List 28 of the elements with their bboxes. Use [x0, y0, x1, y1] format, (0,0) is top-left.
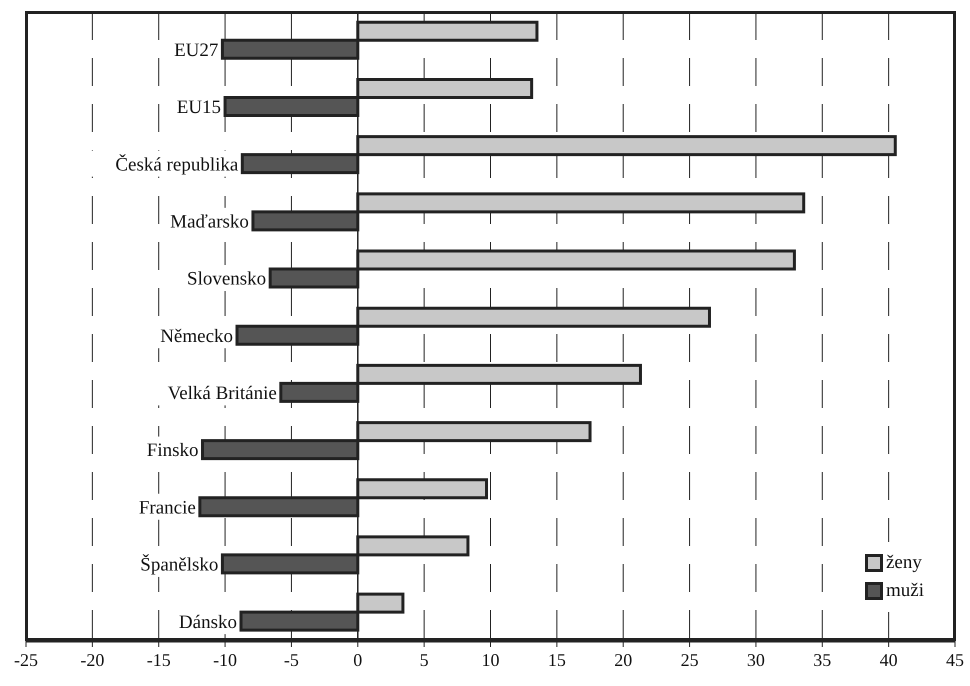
y-tick-label: Slovensko — [187, 268, 266, 290]
x-tick-label: -10 — [213, 650, 238, 670]
y-tick-label: Česká republika — [115, 153, 239, 176]
x-tick-label: 10 — [482, 650, 500, 670]
y-tick-label: Francie — [138, 497, 196, 518]
y-tick-label: Německo — [160, 326, 234, 347]
y-tick-label: EU27 — [174, 40, 218, 61]
legend-label: ženy — [886, 552, 922, 574]
x-tick-label: 35 — [813, 650, 832, 670]
x-tick-label: 25 — [680, 650, 699, 670]
x-tick-label: 15 — [548, 650, 566, 670]
x-tick-label: -25 — [14, 650, 38, 670]
x-tick-label: -5 — [284, 650, 299, 670]
legend-label: muži — [886, 580, 924, 602]
y-tick-label: Finsko — [146, 440, 199, 462]
y-tick-label: Španělsko — [140, 554, 218, 576]
x-tick-label: 45 — [946, 650, 964, 670]
x-tick-label: 30 — [746, 650, 765, 670]
y-tick-label: Dánsko — [178, 612, 237, 633]
y-tick-label: EU15 — [176, 97, 222, 118]
x-tick-label: 40 — [880, 650, 898, 670]
x-tick-label: 5 — [420, 650, 429, 670]
y-tick-label: Maďarsko — [170, 211, 249, 232]
x-tick-label: -20 — [80, 650, 104, 670]
x-tick-label: 0 — [353, 650, 362, 670]
x-tick-label: 20 — [614, 650, 632, 670]
y-tick-label: Velká Británie — [168, 383, 277, 404]
x-tick-label: -15 — [146, 650, 171, 670]
